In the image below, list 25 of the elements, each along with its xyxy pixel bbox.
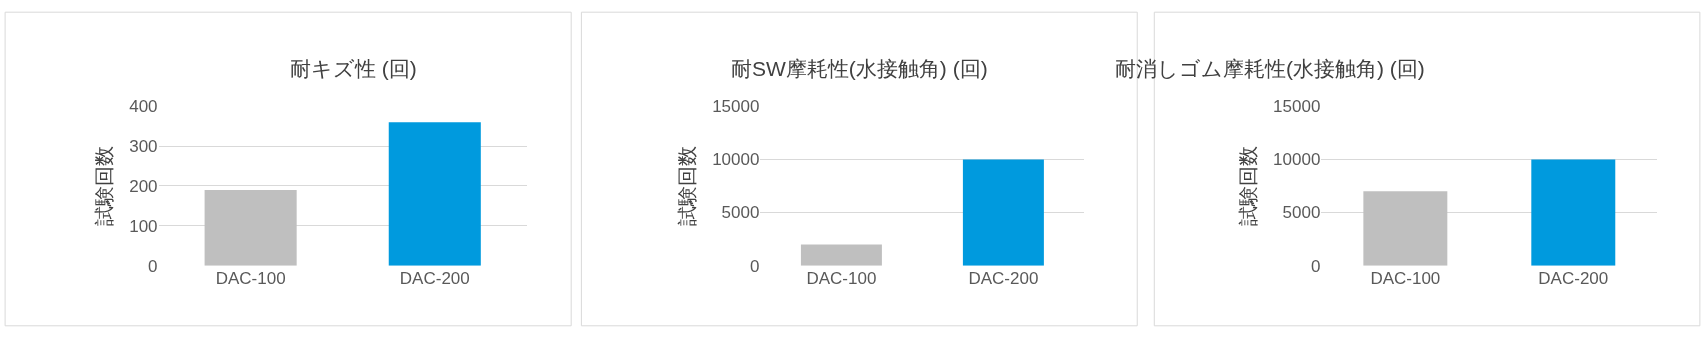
y-axis-title: 試験回数 — [1236, 145, 1259, 226]
y-tick-label: 200 — [129, 176, 158, 196]
y-axis-title: 試験回数 — [675, 145, 698, 226]
y-axis-title: 試験回数 — [92, 145, 115, 226]
y-tick-label: 0 — [148, 256, 158, 276]
y-tick-label: 15000 — [1273, 97, 1321, 117]
y-tick-label: 100 — [129, 216, 158, 236]
y-tick-label: 0 — [1310, 256, 1321, 276]
chart-title: 耐消しゴム摩耗性(水接触角) (回) — [1115, 57, 1425, 80]
y-tick-label: 5000 — [1282, 203, 1321, 223]
x-tick-label: DAC-100 — [1370, 268, 1441, 288]
x-tick-label: DAC-100 — [806, 268, 877, 288]
chart-title: 耐SW摩耗性(水接触角) (回) — [731, 57, 988, 80]
y-tick-label: 0 — [749, 256, 760, 276]
x-tick-label: DAC-100 — [215, 268, 286, 288]
x-tick-label: DAC-200 — [1538, 268, 1609, 288]
x-tick-label: DAC-200 — [399, 268, 470, 288]
y-tick-label: 10000 — [712, 150, 760, 170]
y-tick-label: 10000 — [1273, 150, 1321, 170]
y-tick-label: 5000 — [721, 203, 760, 223]
chart-title: 耐キズ性 (回) — [290, 57, 417, 80]
x-tick-label: DAC-200 — [968, 268, 1039, 288]
y-tick-label: 15000 — [712, 97, 760, 117]
y-tick-label: 400 — [129, 97, 158, 117]
y-tick-label: 300 — [129, 137, 158, 157]
